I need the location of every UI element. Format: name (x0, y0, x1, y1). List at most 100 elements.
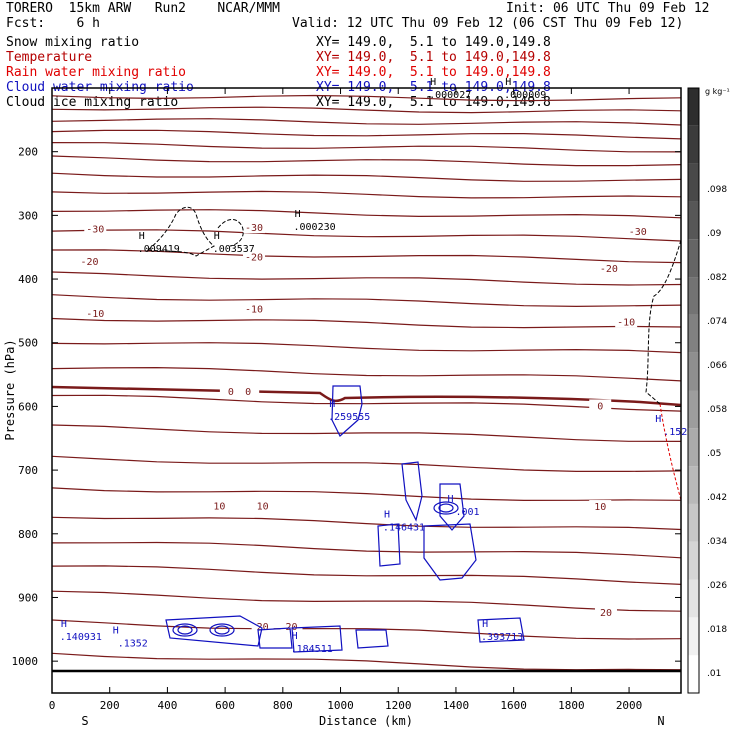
isotherm-label-12: 10 (213, 501, 225, 512)
maxima-labels: H .009419 H .003537 H .000230 H .000027 H .000009… (60, 77, 688, 655)
colorbar-tick-0: .01 (707, 669, 721, 679)
isotherm-line-19 (51, 487, 682, 502)
rain-contour-0 (659, 403, 682, 501)
end-point-label: N (657, 714, 664, 728)
cloud-water-contour-8 (355, 629, 389, 649)
run-title: TORERO 15km ARW Run2 NCAR/MMM (6, 1, 280, 16)
colorbar-swatch-4 (688, 503, 699, 542)
isotherm-label-bg-9 (219, 384, 242, 397)
isotherm-label-13: 10 (257, 501, 269, 512)
rain-contours (659, 403, 682, 501)
colorbar-tick-5: .05 (707, 449, 721, 459)
colorbar-swatch-5 (688, 466, 699, 504)
maximum-label-5: .259555 (328, 412, 370, 423)
isotherm-line-18 (51, 455, 682, 472)
isotherm-label-0: -30 (86, 224, 104, 235)
cloud-water-contour-5 (165, 615, 263, 647)
isotherm-contours (51, 94, 682, 671)
x-tick-label-4: 800 (273, 699, 293, 712)
cloud-water-core-2 (433, 501, 459, 515)
colorbar-tick-11: .098 (707, 185, 727, 195)
colorbar: .01 .018 .026 .034 .042 .05 .058 .066 .074 .082 .0… (687, 87, 727, 694)
y-tick-label-4: 600 (18, 400, 38, 413)
maximum-label-7: .001 (455, 507, 479, 518)
isotherm-label-bg-7 (242, 302, 265, 315)
isotherm-label-bg-10 (237, 384, 260, 397)
isotherm-label-9: 0 (228, 387, 234, 398)
snow-contours (146, 206, 682, 405)
isotherm-line-5 (51, 155, 682, 167)
y-tick-label-2: 400 (18, 273, 38, 286)
colorbar-tick-3: .034 (707, 537, 727, 547)
isotherm-label-1: -30 (245, 223, 263, 234)
maximum-marker-11: H (482, 619, 488, 630)
field-xsec-snow: XY= 149.0, 5.1 to 149.0,149.8 (316, 35, 551, 50)
isotherm-label-bg-8 (615, 315, 638, 328)
cloud-water-contour-0 (331, 385, 363, 437)
colorbar-tick-7: .066 (707, 361, 727, 371)
cloud-water-core-1 (209, 623, 235, 637)
maximum-marker-1: H (214, 231, 220, 242)
cloud-water-core-0 (172, 623, 198, 637)
x-tick-label-0: 0 (49, 699, 56, 712)
isotherm-label-bg-17 (594, 605, 617, 618)
isotherm-line-22 (51, 565, 682, 585)
colorbar-swatch-8 (688, 352, 699, 391)
x-tick-label-7: 1400 (443, 699, 470, 712)
maximum-marker-4: H (505, 77, 511, 88)
y-tick-label-8: 1000 (12, 655, 39, 668)
isotherm-line-2 (51, 118, 682, 126)
isotherm-line-8 (51, 209, 682, 219)
maximum-label-3: .000027 (429, 90, 471, 101)
maximum-marker-3: H (430, 77, 436, 88)
colorbar-tick-10: .09 (707, 229, 722, 239)
isotherm-line-15 (51, 366, 682, 382)
maximum-marker-2: H (295, 209, 301, 220)
x-tick-label-8: 1600 (500, 699, 527, 712)
maximum-marker-5: H (329, 399, 335, 410)
cloud-water-contour-3 (377, 523, 401, 567)
colorbar-swatch-14 (688, 125, 699, 164)
x-tick-label-5: 1000 (327, 699, 354, 712)
x-tick-label-9: 1800 (558, 699, 585, 712)
isotherm-label-6: -10 (86, 309, 104, 320)
y-axis-label: Pressure (hPa) (3, 339, 17, 440)
colorbar-swatch-15 (688, 88, 699, 126)
y-tick-label-3: 500 (18, 337, 38, 350)
isotherm-line-13 (51, 317, 682, 329)
maximum-label-12: .152 (663, 427, 687, 438)
cloud-water-core-inner-0 (177, 625, 193, 635)
colorbar-swatch-6 (688, 428, 699, 467)
maximum-marker-9: H (113, 625, 119, 636)
isotherm-label-bg-6 (84, 307, 107, 320)
maximum-label-8: .140931 (60, 632, 102, 643)
maximum-label-11: .393713 (481, 632, 523, 643)
isotherm-line-9 (51, 229, 682, 242)
cloud-water-core-inner-1 (214, 625, 230, 635)
isotherm-label-2: -30 (629, 227, 647, 238)
colorbar-tick-2: .026 (707, 581, 727, 591)
cloud-water-contour-6 (257, 627, 293, 649)
colorbar-frame (687, 87, 700, 694)
isotherm-line-24 (51, 619, 682, 640)
colorbar-tick-8: .074 (707, 317, 727, 327)
colorbar-tick-9: .082 (707, 273, 727, 283)
snow-contour-2 (645, 239, 682, 405)
cloud-water-contours (165, 385, 525, 653)
maximum-marker-8: H (61, 619, 67, 630)
field-xsec-temperature: XY= 149.0, 5.1 to 149.0,149.8 (316, 50, 551, 65)
maximum-label-9: .1352 (118, 638, 148, 649)
maximum-marker-6: H (384, 509, 390, 520)
isotherm-label-bg-0 (84, 222, 107, 235)
isotherm-label-10: 0 (245, 387, 251, 398)
maximum-marker-7: H (447, 494, 453, 505)
colorbar-swatch-3 (688, 541, 699, 580)
isotherm-line-0 (51, 94, 682, 102)
maximum-label-0: .009419 (138, 244, 180, 255)
colorbar-swatch-10 (688, 277, 699, 315)
init-time: Init: 06 UTC Thu 09 Feb 12 (506, 1, 710, 16)
y-tick-label-0: 200 (18, 146, 38, 159)
isotherm-label-8: -10 (617, 317, 635, 328)
x-axis: 0 200 400 600 800 1000 1200 1400 1600 1800 2000 (49, 88, 642, 712)
